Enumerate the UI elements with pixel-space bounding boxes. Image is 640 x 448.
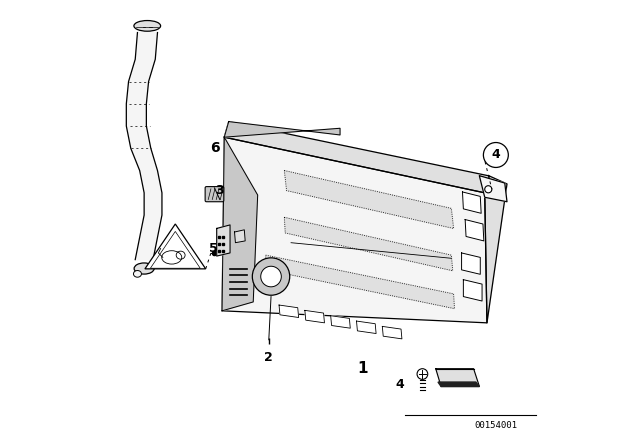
Circle shape: [260, 266, 282, 287]
Text: 3: 3: [216, 184, 224, 197]
Text: 4: 4: [396, 378, 404, 391]
Polygon shape: [266, 255, 454, 309]
Polygon shape: [438, 382, 479, 387]
Polygon shape: [436, 369, 479, 387]
Ellipse shape: [134, 271, 141, 277]
Polygon shape: [234, 230, 245, 243]
Polygon shape: [222, 137, 487, 323]
Circle shape: [252, 258, 290, 295]
Text: 6: 6: [211, 141, 220, 155]
Circle shape: [483, 142, 508, 168]
Polygon shape: [480, 176, 507, 202]
Polygon shape: [224, 121, 489, 193]
Polygon shape: [382, 327, 402, 339]
Polygon shape: [284, 217, 452, 271]
Polygon shape: [222, 137, 258, 311]
Polygon shape: [331, 316, 350, 328]
Polygon shape: [484, 176, 507, 323]
Text: 5: 5: [209, 242, 218, 255]
Ellipse shape: [134, 21, 161, 31]
Polygon shape: [461, 253, 480, 274]
Text: 2: 2: [264, 351, 273, 364]
Polygon shape: [279, 305, 299, 318]
Polygon shape: [463, 192, 481, 213]
Polygon shape: [145, 224, 205, 269]
Text: 00154001: 00154001: [474, 421, 517, 430]
Polygon shape: [284, 171, 454, 228]
Polygon shape: [356, 321, 376, 333]
Text: 1: 1: [357, 361, 367, 376]
Circle shape: [484, 186, 492, 193]
Polygon shape: [305, 310, 324, 323]
FancyBboxPatch shape: [205, 187, 224, 202]
Polygon shape: [217, 225, 230, 256]
Polygon shape: [463, 280, 482, 301]
Text: 4: 4: [492, 148, 500, 161]
Polygon shape: [126, 33, 162, 260]
Polygon shape: [224, 121, 340, 137]
Polygon shape: [465, 220, 484, 241]
Ellipse shape: [134, 263, 154, 274]
